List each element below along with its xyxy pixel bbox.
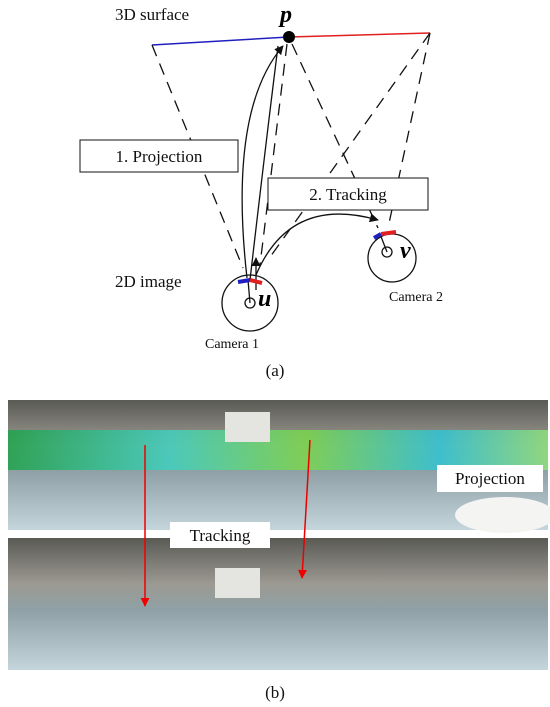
table bbox=[455, 497, 550, 533]
tracking-label-box bbox=[170, 522, 270, 548]
point-label: p bbox=[278, 2, 292, 28]
camera1-axis bbox=[247, 279, 251, 304]
tracking-text: 2. Tracking bbox=[309, 185, 387, 204]
u-label: u bbox=[258, 286, 271, 312]
camera2-center bbox=[381, 246, 393, 258]
image-label: 2D image bbox=[115, 272, 182, 291]
projection-text: 1. Projection bbox=[116, 147, 203, 166]
camera1-label: Camera 1 bbox=[205, 337, 259, 352]
camera2-label: Camera 2 bbox=[389, 290, 443, 305]
camera1 bbox=[221, 274, 279, 332]
caption-b: (b) bbox=[265, 683, 285, 702]
projection-arrow bbox=[249, 45, 279, 281]
surface-right bbox=[288, 32, 431, 38]
v-label: v bbox=[400, 238, 411, 264]
camera2-axis bbox=[379, 233, 388, 253]
dashed-ray bbox=[267, 32, 431, 261]
image-red bbox=[249, 278, 263, 285]
dashed-ray bbox=[259, 43, 288, 266]
tracking-box bbox=[267, 177, 429, 211]
panorama-tracking bbox=[8, 538, 548, 670]
whiteboard bbox=[215, 568, 260, 598]
caption-a: (a) bbox=[266, 361, 285, 380]
track-arrow bbox=[297, 439, 311, 579]
surface-label: 3D surface bbox=[115, 5, 189, 24]
projection-label: Projection bbox=[455, 469, 525, 488]
image-blue bbox=[237, 278, 251, 284]
projection-label-box bbox=[437, 465, 543, 492]
projected-points bbox=[8, 430, 548, 470]
point-p bbox=[283, 31, 295, 43]
whiteboard bbox=[225, 412, 270, 442]
image-blue bbox=[373, 232, 382, 240]
image-red bbox=[380, 230, 397, 236]
tracking-arrow bbox=[255, 213, 379, 276]
projection-arrow bbox=[241, 45, 284, 279]
tracking-label: Tracking bbox=[190, 526, 251, 545]
projection-box bbox=[79, 139, 239, 173]
surface-left bbox=[151, 36, 290, 46]
